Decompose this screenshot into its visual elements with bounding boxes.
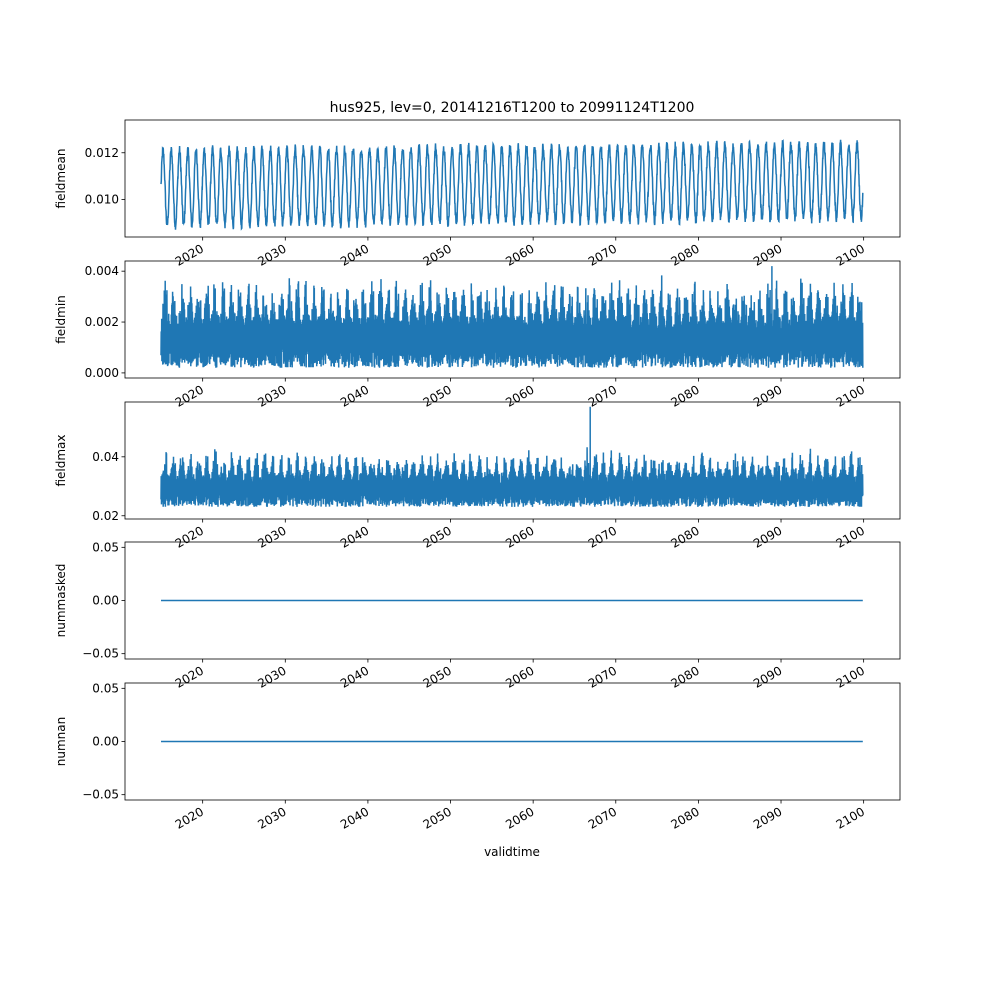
y-axis-label: nummasked: [54, 564, 68, 638]
y-tick-label: 0.012: [85, 146, 119, 160]
series-line-fieldmin: [160, 266, 864, 368]
plot-frame: [124, 119, 901, 238]
y-tick-label: 0.010: [85, 193, 119, 207]
y-tick-label: 0.05: [92, 681, 119, 695]
y-tick-label: −0.05: [82, 647, 119, 661]
y-axis-label: fieldmax: [54, 434, 68, 486]
series-line-fieldmax: [160, 406, 864, 507]
x-axis-label: validtime: [484, 845, 540, 859]
y-tick-label: 0.002: [85, 315, 119, 329]
y-tick-label: −0.05: [82, 788, 119, 802]
y-axis-label: fieldmin: [54, 295, 68, 344]
y-tick-label: 0.04: [92, 450, 119, 464]
chart-title: hus925, lev=0, 20141216T1200 to 20991124…: [330, 100, 695, 116]
y-axis-label: fieldmean: [54, 149, 68, 209]
plot-frame: [124, 401, 901, 520]
plot-frame: [124, 260, 901, 379]
y-tick-label: 0.02: [92, 509, 119, 523]
y-tick-label: 0.000: [85, 366, 119, 380]
y-tick-label: 0.00: [92, 594, 119, 608]
y-axis-label: numnan: [54, 717, 68, 766]
series-line-fieldmean: [160, 138, 864, 231]
y-tick-label: 0.05: [92, 540, 119, 554]
y-tick-label: 0.00: [92, 735, 119, 749]
y-tick-label: 0.004: [85, 264, 119, 278]
